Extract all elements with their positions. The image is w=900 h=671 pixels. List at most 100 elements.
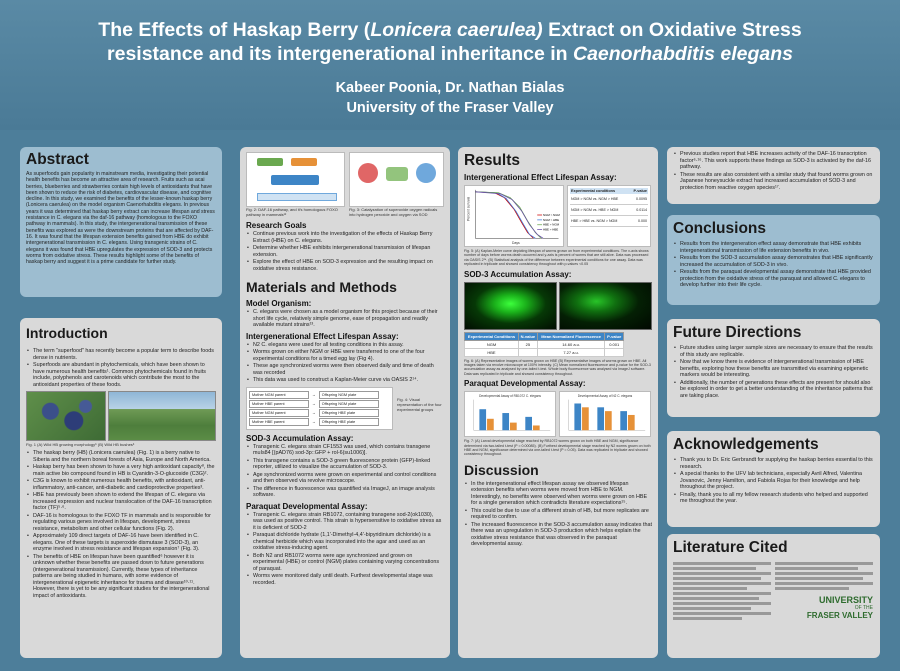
fig4-row: Mother NGM parent → Offspring HBE plate [249, 408, 390, 417]
future-item: Now that we know there is evidence of in… [673, 359, 874, 379]
sod-method-item: Age synchronized worms were grown on exp… [246, 472, 444, 485]
km-curve-3 [475, 191, 542, 239]
literature-references: UNIVERSITY OF THE FRASER VALLEY [673, 560, 874, 622]
discussion-item: This could be due to use of a different … [464, 508, 652, 521]
paraquat-method-item: Worms were monitored daily until death. … [246, 573, 444, 586]
lifespan-pvalue-table: Experimental conditions P-value NGM > NGM … [567, 185, 651, 247]
model-heading: Model Organism: [246, 299, 312, 308]
acknowledgement-item: Thank you to Dr. Eric Gerbrandt for supp… [673, 457, 874, 470]
conclusions-panel: Conclusions Results from the intergenera… [667, 215, 880, 305]
intro-bullet: Haskap berry has been shown to have a ve… [26, 464, 216, 477]
intro-bullet: HBE has previously been shown to extend … [26, 492, 216, 512]
discussion-cont-item: Previous studies report that HBE increas… [673, 151, 874, 171]
future-item: Future studies using larger sample sizes… [673, 345, 874, 358]
km-legend-label: HBE > HBE [543, 228, 558, 232]
future-heading: Future Directions [673, 324, 802, 341]
ielife-item: This data was used to construct a Kaplan… [246, 377, 444, 384]
goals-heading: Research Goals [246, 221, 307, 230]
abstract-panel: Abstract As superfoods gain popularity i… [20, 147, 222, 297]
ls-table-header: Experimental conditions P-value [570, 188, 648, 194]
discussion-cont-list: Previous studies report that HBE increas… [673, 151, 874, 191]
paraquat-method-item: Paraquat dichloride hydrate (1,1'-Dimeth… [246, 532, 444, 552]
paraquat-bar [525, 417, 532, 431]
intro-bullet: Approximately 109 direct targets of DAF-… [26, 533, 216, 553]
sod-method-item: The difference in fluorescence was quant… [246, 486, 444, 499]
conclusion-item: Results from the SOD-3 accumulation assa… [673, 255, 874, 268]
paraquat-bar [582, 407, 589, 431]
km-legend-label: NGM > HBE [543, 218, 559, 222]
acknowledgements-list: Thank you to Dr. Eric Gerbrandt for supp… [673, 457, 874, 505]
sod-caption: Fig. 6: (A) Representative images of wor… [464, 358, 651, 376]
poster-header: The Effects of Haskap Berry (Lonicera ca… [0, 0, 900, 130]
paraquat-method-list: Transgenic C. elegans strain RB1072, con… [246, 512, 444, 587]
discussion-list: In the intergenerational effect lifespan… [464, 481, 652, 548]
haskap-bush-photo [108, 391, 216, 441]
km-legend-label: HBE > NGM [543, 223, 560, 227]
fig1-caption: Fig. 1 (A) Wild HB growing morphology⁵ (… [26, 442, 135, 447]
km-ylabel: Percent survival [466, 197, 470, 221]
ielife-item: N2 C. elegans were used for all testing … [246, 342, 444, 349]
conclusion-item: Results from the paraquat developmental … [673, 269, 874, 289]
paraquat-caption: Fig. 7: (A) Larval developmental stage r… [464, 439, 651, 457]
ufv-logo: UNIVERSITY OF THE FRASER VALLEY [775, 596, 873, 621]
intro-bullets-bottom: The haskap berry (HB) (Lonicera caerulea… [26, 450, 216, 599]
model-item: C. elegans were chosen as a model organi… [246, 309, 444, 329]
poster-title: The Effects of Haskap Berry (Lonicera ca… [98, 19, 802, 65]
introduction-heading: Introduction [26, 325, 108, 341]
intro-bullet: The term "superfood" has recently become… [26, 348, 216, 361]
fig3-diagram: Fig. 3: Catalyzation of superoxide oxyge… [348, 152, 444, 217]
sod-method-heading: SOD-3 Accumulation Assay: [246, 433, 354, 443]
sod-method-item: Transgenic C. elegans strain CF1553 was … [246, 444, 444, 457]
discussion-item: The increased fluorescence in the SOD-3 … [464, 522, 652, 548]
ielife-item: Worms grown on either NGM or HBE were tr… [246, 349, 444, 362]
km-curve-4 [475, 191, 544, 239]
haskap-berry-photo [26, 391, 107, 441]
goal-item: Continue previous work into the investig… [246, 231, 444, 244]
sod-fluorescence-table: Experimental Conditions N-value Mean Norma… [464, 331, 624, 357]
haskap-photos [26, 391, 216, 441]
paraquat-results-heading: Paraquat Developmental Assay: [464, 379, 586, 389]
goal-item: Explore the effect of HBE on SOD-3 expre… [246, 259, 444, 272]
future-item: Additionally, the number of generations … [673, 380, 874, 400]
paraquat-bar [627, 415, 635, 431]
fig3-caption: Fig. 3: Catalyzation of superoxide oxyge… [348, 207, 438, 217]
future-panel: Future Directions Future studies using l… [667, 319, 880, 417]
fig4-row: Mother HBE parent → Offspring HBE plate [249, 417, 390, 426]
paraquat-bar [605, 411, 612, 431]
gfp-image-b [559, 281, 652, 330]
paraquat-chart-b: Developmental Assay of N2 C. elegans [559, 391, 651, 438]
goals-methods-panel: Fig. 2: DAF-16 pathway, and it's homolog… [240, 147, 450, 658]
university: University of the Fraser Valley [346, 100, 554, 116]
km-xlabel: Days [512, 241, 520, 245]
ls-table-row: NGM > NGM vs. HBE > NGM 0.0114 [570, 205, 648, 216]
gfp-image-a [464, 281, 557, 330]
paraquat-method-heading: Paraquat Developmental Assay: [246, 501, 368, 511]
paraquat-bar [510, 422, 517, 431]
introduction-panel: Introduction The term "superfood" has re… [20, 318, 222, 658]
paraquat-chart-a-title: Developmental Assay of RB1072 C. elegans [479, 394, 541, 398]
results-panel: Results Intergenerational Effect Lifespa… [458, 147, 658, 658]
sod-table-header: Experimental Conditions N-value Mean Norma… [464, 331, 624, 341]
conclusion-item: Results from the intergeneration effect … [673, 241, 874, 254]
sod-table-row: HBE 7.27 a.u. [464, 347, 624, 357]
acknowledgement-item: A special thanks to the UFV lab technici… [673, 471, 874, 491]
literature-heading: Literature Cited [673, 539, 788, 556]
lifespan-caption: Fig. 5: (A) Kaplan-Meier curve depicting… [464, 249, 649, 267]
discussion-item: In the intergenerational effect lifespan… [464, 481, 652, 507]
sod-method-list: Transgenic C. elegans strain CF1553 was … [246, 444, 444, 499]
paraquat-bar [574, 403, 582, 431]
goal-item: Determine whether HBE exhibits intergene… [246, 245, 444, 258]
abstract-text: As superfoods gain popularity in mainstr… [26, 171, 215, 266]
paraquat-bar [502, 413, 510, 431]
logo-line2: OF THE [854, 605, 873, 611]
km-legend-label: NGM > NGM [543, 213, 560, 217]
paraquat-method-item: Both N2 and RB1072 worms were age synchr… [246, 553, 444, 573]
discussion-cont-item: These results are also consistent with a… [673, 172, 874, 192]
paraquat-bar [532, 425, 540, 431]
acknowledgements-heading: Acknowledgements [673, 436, 819, 453]
intro-bullet: Superfoods are abundant in phytochemical… [26, 362, 216, 388]
results-heading: Results [464, 152, 520, 169]
paraquat-bar [597, 407, 605, 431]
goals-list: Continue previous work into the investig… [246, 231, 444, 272]
